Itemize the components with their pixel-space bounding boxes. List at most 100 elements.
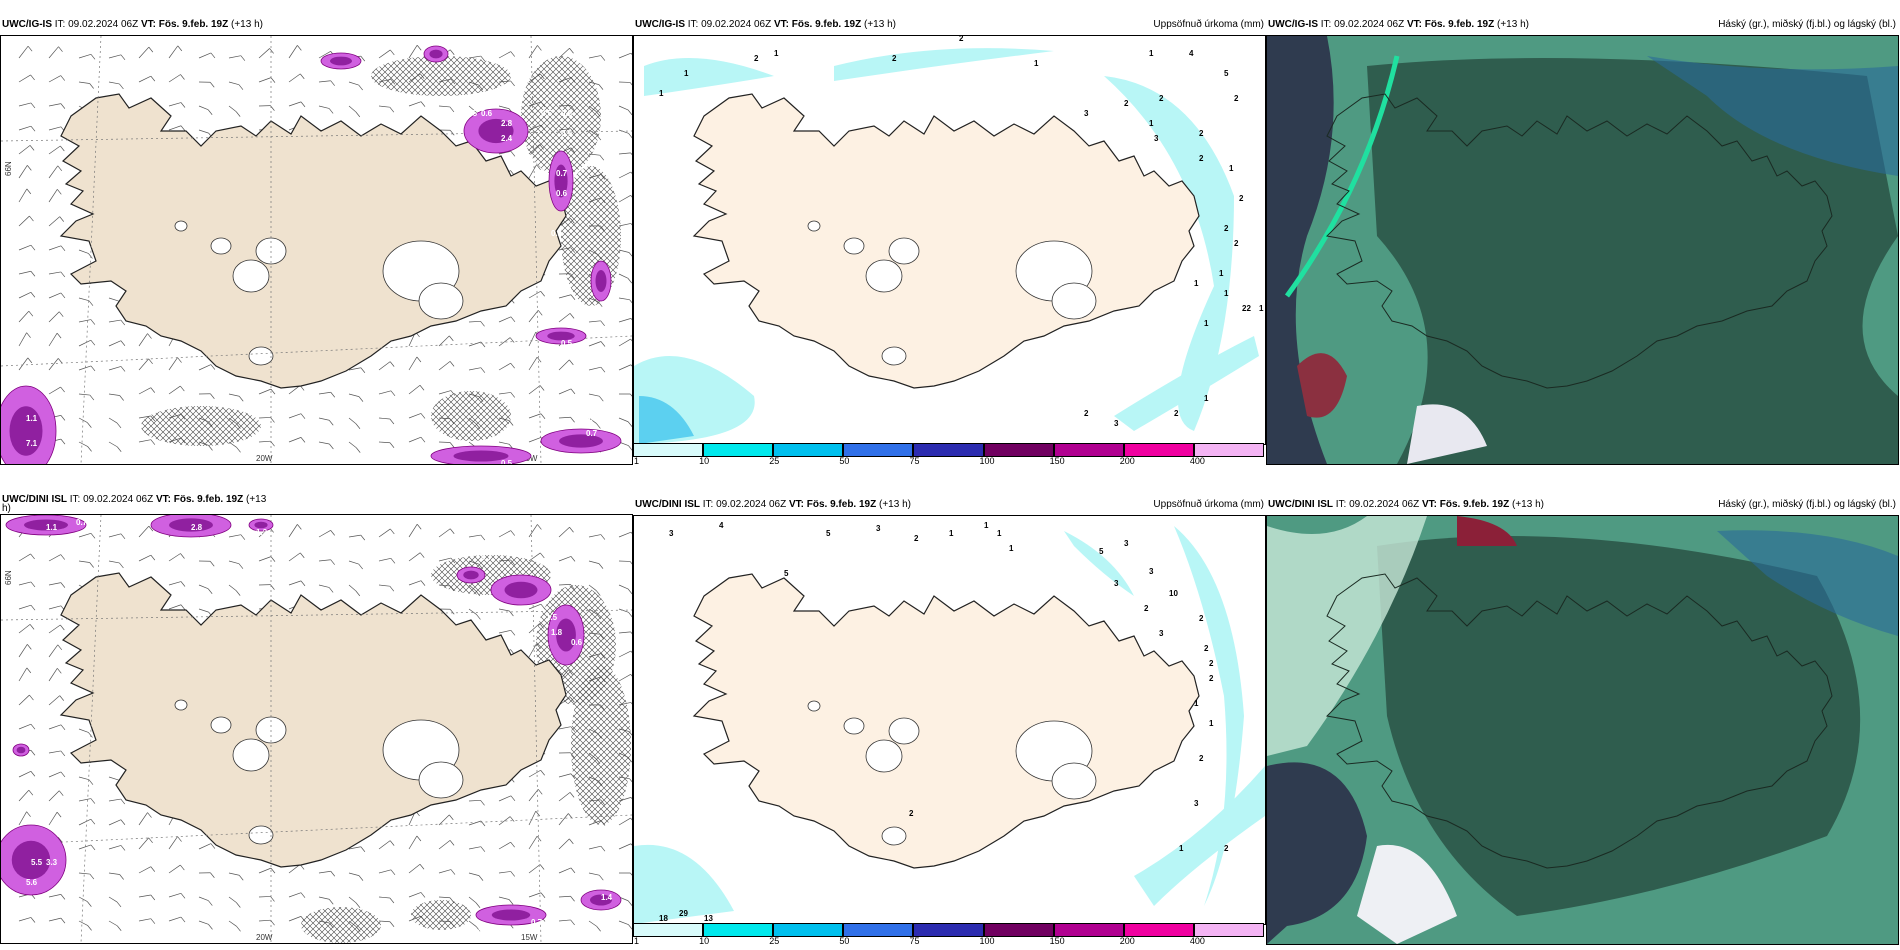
value-label: 1	[1219, 269, 1224, 278]
wind-barb	[108, 798, 121, 802]
glacier	[807, 220, 821, 232]
value-label: 1	[1209, 719, 1214, 728]
value-label: 3	[876, 524, 881, 533]
legend-tick-label: 50	[839, 456, 850, 466]
map-accum-precip-ig[interactable]: 1 2 1 1 2 2 1 1 4 5 3 2 2 1 2 3 2 2 1 2 2 2 1 1 1 22 1 1 2 3 2 1	[633, 35, 1266, 445]
wind-barb-feather	[480, 800, 485, 806]
wind-barb-feather	[270, 388, 276, 395]
wind-barb	[78, 365, 92, 371]
wind-barb	[378, 896, 390, 899]
legend-swatch	[633, 923, 704, 937]
wind-barb	[558, 416, 571, 419]
map-accum-precip-dini[interactable]: 3 4 5 3 2 1 1 1 1 5 3 3 3 2 10 3 2 2 2 2 1 1 2 3 2 1 18 29 13 5 2	[633, 515, 1266, 925]
wind-barb	[498, 629, 512, 634]
wind-barb-feather	[119, 395, 124, 401]
wind-barb-feather	[60, 438, 66, 445]
wind-barb-feather	[87, 422, 92, 428]
precip-blob-core	[504, 581, 538, 599]
panel-dini-wind-precip: UWC/DINI ISL IT: 09.02.2024 06Z VT: Fös.…	[0, 490, 635, 945]
graticule-line	[1, 609, 632, 621]
wind-barb	[348, 896, 357, 904]
wind-barb	[108, 845, 122, 850]
precip-area	[639, 396, 694, 444]
wind-barb-feather	[297, 45, 302, 51]
wind-barb-feather	[627, 109, 632, 116]
legend-tick-label: 150	[1049, 936, 1065, 946]
wind-barb-feather	[510, 795, 516, 802]
wind-barb-feather	[300, 892, 306, 898]
wind-barb	[108, 920, 118, 927]
wind-barb-feather	[539, 864, 545, 870]
wind-barb-feather	[57, 644, 63, 651]
wind-barb	[408, 580, 422, 586]
wind-barb-feather	[27, 357, 33, 364]
wind-barb	[138, 387, 151, 395]
wind-barb-feather	[540, 603, 546, 610]
wind-barb	[18, 694, 30, 706]
wind-barb	[108, 533, 122, 538]
wind-barb-feather	[390, 49, 395, 56]
wind-barb-feather	[299, 73, 305, 80]
wind-barb	[78, 872, 90, 875]
value-label: 0.7	[76, 518, 88, 527]
wind-barb	[168, 836, 178, 850]
wind-barb-feather	[26, 667, 32, 674]
wind-barb-feather	[90, 54, 96, 60]
wind-barb-feather	[360, 55, 366, 62]
wind-barb	[408, 552, 421, 562]
value-label: 0.6	[481, 109, 493, 118]
wind-barb-feather	[210, 843, 216, 849]
value-label: 3	[1124, 539, 1129, 548]
legend-tick-label: 1	[634, 936, 640, 946]
wind-barb	[558, 556, 572, 562]
wind-barb	[498, 362, 511, 371]
glacier	[1051, 282, 1097, 320]
wind-barb-feather	[90, 319, 96, 325]
precip-blob-core	[254, 521, 268, 529]
wind-barb	[618, 531, 632, 538]
wind-barb	[18, 604, 32, 610]
wind-barb	[528, 552, 541, 562]
cloud-cover-area	[1367, 58, 1898, 464]
value-label: 0.3	[56, 369, 68, 378]
wind-barb-feather	[150, 866, 156, 872]
wind-barb-feather	[27, 165, 32, 171]
wind-barb	[528, 603, 542, 610]
wind-barb-feather	[390, 869, 396, 876]
map-wind-precip-dini[interactable]: 20W 15W 66N 1.1 0.7 2.8 1.2 0.7 1.5 1.8 0.6 5.5 3.3 5…	[0, 514, 633, 944]
wind-barb	[48, 750, 61, 754]
wind-barb-feather	[60, 103, 66, 109]
wind-barb-feather	[270, 556, 276, 562]
hatch-area	[141, 406, 261, 446]
wind-barb	[18, 270, 32, 275]
wind-barb-feather	[478, 875, 484, 881]
wind-barb	[318, 417, 330, 421]
map-wind-precip-ig[interactable]: 20W15W66N0.71.50.62.82.40.50.80.90.70.60…	[0, 35, 633, 465]
wind-barb	[48, 695, 60, 706]
wind-barb-feather	[90, 798, 96, 804]
wind-barb	[558, 584, 571, 586]
wind-barb-feather	[120, 319, 126, 326]
wind-barb-feather	[476, 614, 481, 620]
map-clouds-ig[interactable]	[1266, 35, 1899, 465]
wind-barb	[108, 819, 122, 826]
map-clouds-dini[interactable]	[1266, 515, 1899, 945]
glacier	[888, 237, 920, 265]
value-label: 1	[659, 89, 664, 98]
wind-barb-feather	[596, 423, 601, 429]
glacier	[174, 220, 188, 232]
wind-barb	[288, 437, 302, 443]
value-label: 2	[892, 54, 897, 63]
wind-barb	[318, 530, 331, 538]
graticule-line	[1, 335, 632, 367]
precip-blob-core	[453, 450, 509, 462]
wind-barb	[48, 790, 60, 802]
wind-barb-feather	[270, 417, 275, 423]
wind-barb-feather	[419, 385, 425, 391]
wind-barb-feather	[600, 534, 606, 540]
wind-barb	[258, 48, 270, 59]
wind-barb	[48, 724, 62, 730]
wind-barb-feather	[600, 845, 606, 852]
legend-swatch	[983, 443, 1054, 457]
wind-barb-feather	[630, 318, 632, 321]
